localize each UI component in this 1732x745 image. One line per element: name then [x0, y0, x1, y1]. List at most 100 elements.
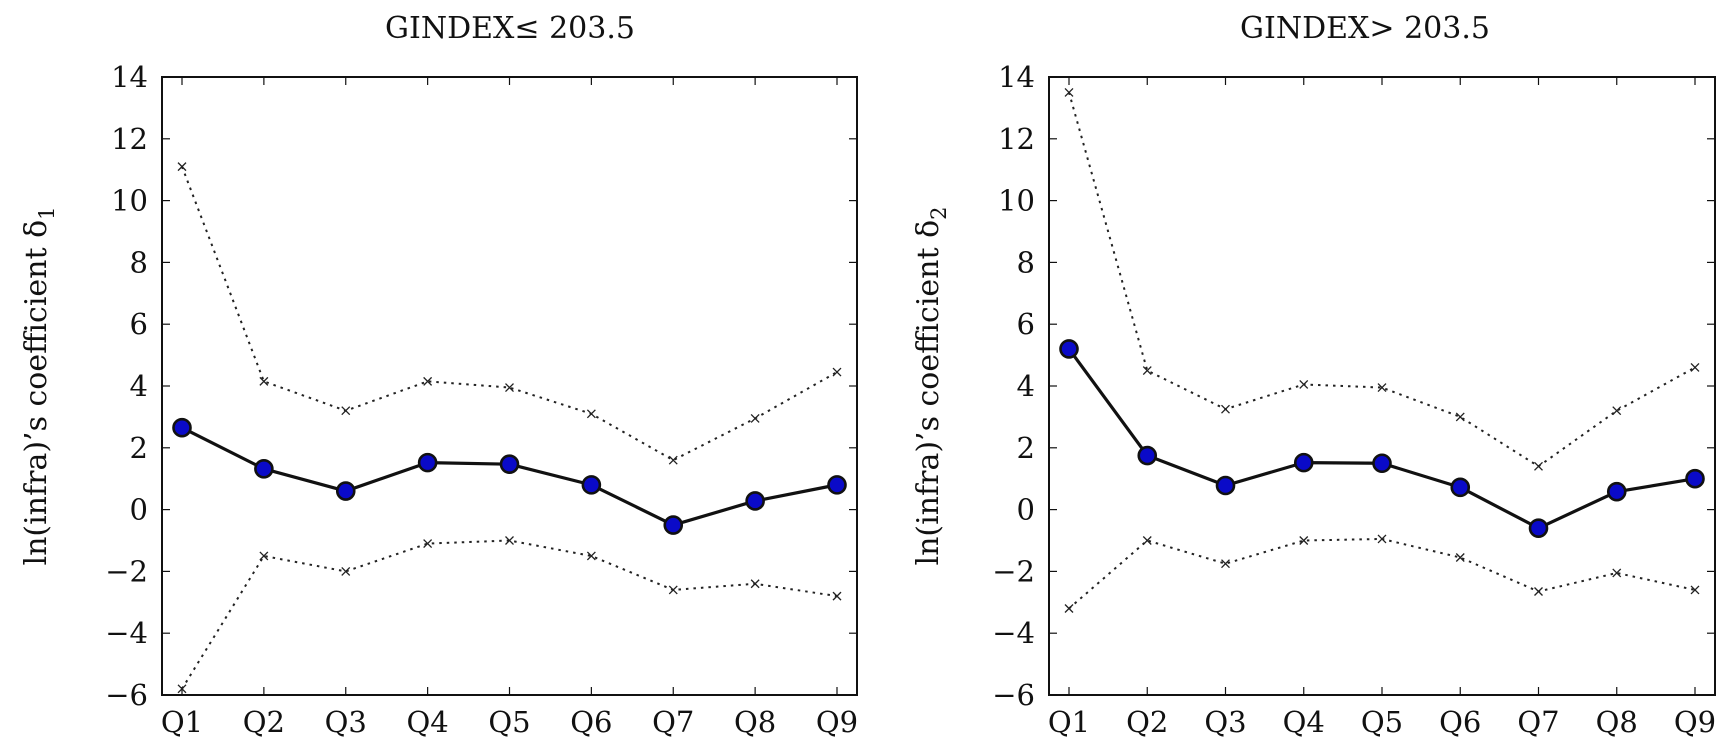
x-tick-label: Q3 [325, 705, 367, 739]
upper-bound-marker [259, 376, 269, 386]
x-tick-label: Q5 [1361, 705, 1403, 739]
coefficient-point [417, 452, 438, 473]
lower-bound-marker [423, 539, 433, 549]
x-tick-label: Q9 [1674, 705, 1716, 739]
lower-bound-marker [1690, 585, 1700, 595]
y-tick-label: 8 [1017, 245, 1035, 279]
y-tick-label: −4 [992, 616, 1035, 650]
upper-bound-marker [177, 162, 187, 172]
y-axis-label: ln(infra)’s coefficient δ2 [911, 206, 951, 565]
upper-bound-line [1068, 92, 1696, 468]
x-tick-label: Q1 [161, 705, 203, 739]
x-tick-label: Q9 [816, 705, 858, 739]
y-tick-label: 14 [111, 60, 148, 94]
upper-bound-marker [341, 406, 351, 416]
coefficient-point [499, 454, 520, 474]
x-tick-label: Q1 [1048, 705, 1090, 739]
lower-bound-marker [1221, 559, 1230, 569]
coefficient-line [181, 426, 838, 527]
lower-bound-marker [1299, 536, 1309, 545]
upper-bound-marker [1455, 412, 1465, 422]
y-tick-label: 2 [130, 431, 148, 465]
y-tick-label: 12 [998, 122, 1035, 156]
x-tick-label: Q6 [570, 705, 612, 739]
coefficient-point [1137, 445, 1158, 466]
upper-bound-marker [1612, 406, 1622, 416]
lower-bound-marker [505, 536, 514, 545]
plot-frame [161, 76, 858, 696]
y-tick-label: −6 [992, 678, 1035, 712]
lower-bound-marker [750, 579, 760, 589]
y-tick-label: 4 [130, 369, 148, 403]
chart-panel-2: GINDEX> 203.5ln(infra)’s coefficient δ2−… [911, 11, 1716, 739]
coefficient-point [172, 417, 192, 438]
coefficient-point [1450, 477, 1471, 498]
lower-bound-marker [1064, 604, 1074, 613]
lower-bound-marker [1377, 534, 1387, 544]
lower-bound-marker [1612, 568, 1622, 578]
chart-title: GINDEX> 203.5 [1240, 11, 1490, 46]
upper-bound-marker [668, 455, 678, 465]
y-tick-label: 6 [1017, 307, 1035, 341]
coefficient-point [745, 491, 765, 511]
upper-bound-marker [1221, 404, 1230, 414]
coefficient-point [581, 475, 602, 495]
x-tick-label: Q2 [1126, 705, 1168, 739]
coefficient-point [1293, 452, 1314, 473]
y-tick-label: 8 [130, 245, 148, 279]
y-axis-label-text: ln(infra)’s coefficient δ [19, 220, 54, 566]
y-tick-label: 0 [130, 493, 148, 527]
upper-bound-marker [1690, 363, 1700, 372]
x-tick-label: Q8 [1596, 705, 1638, 739]
x-tick-label: Q4 [1283, 705, 1325, 739]
y-tick-label: −2 [992, 554, 1035, 588]
x-tick-label: Q6 [1439, 705, 1481, 739]
y-tick-label: 10 [998, 184, 1035, 218]
x-tick-label: Q4 [407, 705, 449, 739]
chart-title: GINDEX≤ 203.5 [385, 11, 635, 46]
coefficient-point [663, 515, 684, 535]
coefficient-point [1685, 468, 1705, 489]
y-tick-label: 4 [1017, 369, 1035, 403]
chart-panel-1: GINDEX≤ 203.5 ln(infra)’s coefficient δ1 −… [19, 11, 858, 739]
coefficient-point [1059, 339, 1079, 359]
lower-bound-marker [1534, 587, 1543, 596]
lower-bound-marker [1455, 553, 1465, 562]
upper-bound-marker [1142, 366, 1152, 376]
y-axis-label: ln(infra)’s coefficient δ1 [19, 206, 59, 565]
plot-frame [1048, 76, 1716, 696]
upper-bound-marker [1064, 87, 1074, 97]
y-axis-label-subscript: 1 [35, 206, 59, 219]
y-tick-label: 6 [130, 307, 148, 341]
upper-bound-marker [1534, 461, 1543, 471]
y-tick-label: 12 [111, 122, 148, 156]
upper-bound-marker [832, 367, 842, 377]
upper-bound-marker [423, 376, 433, 386]
lower-bound-marker [259, 551, 269, 561]
x-tick-label: Q7 [1517, 705, 1559, 739]
y-tick-label: −2 [105, 554, 148, 588]
y-tick-label: 10 [111, 184, 148, 218]
lower-bound-marker [586, 551, 596, 561]
y-tick-label: 0 [1017, 493, 1035, 527]
upper-bound-marker [750, 413, 760, 423]
x-tick-label: Q2 [243, 705, 285, 739]
y-tick-label: −6 [105, 678, 148, 712]
upper-bound-marker [505, 383, 514, 393]
lower-bound-marker [668, 585, 678, 595]
y-axis-label-text: ln(infra)’s coefficient δ [911, 220, 946, 566]
lower-bound-marker [177, 684, 187, 694]
coefficient-point [1372, 453, 1392, 474]
coefficient-point [1528, 518, 1549, 538]
upper-bound-line [181, 166, 838, 462]
lower-bound-line [181, 539, 838, 690]
y-tick-label: 2 [1017, 431, 1035, 465]
lower-bound-line [1068, 537, 1696, 610]
y-axis-label-subscript: 2 [927, 206, 951, 219]
coefficient-point [1215, 475, 1236, 496]
y-tick-label: −4 [105, 616, 148, 650]
x-tick-label: Q8 [734, 705, 776, 739]
coefficient-line [1067, 347, 1696, 530]
lower-bound-marker [832, 591, 842, 601]
